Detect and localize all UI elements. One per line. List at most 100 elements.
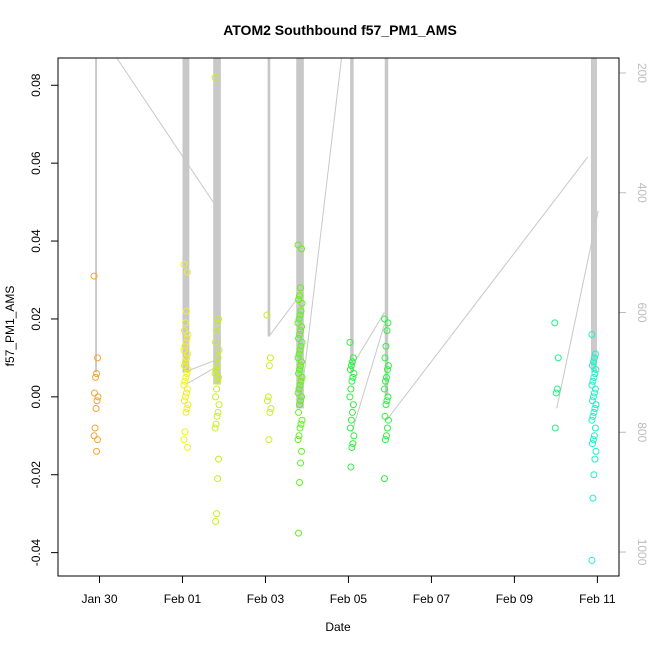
data-point [92,405,100,413]
data-point [296,331,304,339]
data-point [588,416,596,424]
data-point [182,354,190,362]
data-point [295,432,303,440]
data-point [592,401,600,409]
altitude-track-segment [268,300,297,337]
x-tick-label: Jan 30 [81,592,117,606]
data-point [180,362,188,370]
data-point [215,455,223,463]
data-point [266,408,274,416]
data-point [90,272,98,280]
data-point [380,385,388,393]
data-point [382,401,390,409]
data-point [296,292,304,300]
data-point [294,354,302,362]
data-point [589,412,597,420]
data-point [591,369,599,377]
data-point [383,397,391,405]
data-point [94,436,102,444]
data-point [590,471,598,479]
data-point [294,241,302,249]
data-point [350,432,358,440]
data-point [295,295,303,303]
data-point [384,393,392,401]
data-point [592,366,600,374]
data-point [591,385,599,393]
data-point [180,260,188,268]
data-point [554,354,562,362]
data-point [182,338,190,346]
data-point [297,377,305,385]
data-points [90,73,600,564]
data-point [212,393,220,401]
data-point [181,342,189,350]
y-tick-label: -0.04 [29,539,43,567]
data-point [296,366,304,374]
data-point [183,405,191,413]
data-point [347,416,355,424]
data-point [180,327,188,335]
data-point [266,354,274,362]
data-point [298,393,306,401]
data-point [590,373,598,381]
data-point [297,459,305,467]
data-point [349,440,357,448]
data-point [265,436,273,444]
x-tick-label: Feb 03 [247,592,285,606]
altitude-track-segment [185,365,218,385]
y-tick-label: 0.08 [29,73,43,97]
data-point [297,397,305,405]
data-point [590,389,598,397]
data-point [589,358,597,366]
data-point [182,307,190,315]
data-point [298,416,306,424]
data-point [383,424,391,432]
data-point [349,401,357,409]
data-point [215,346,223,354]
data-point [380,475,388,483]
data-point [181,428,189,436]
data-point [298,373,306,381]
data-point [382,342,390,350]
data-point [295,385,303,393]
data-point [181,377,189,385]
plot-frame [57,57,620,577]
data-point [348,443,356,451]
data-point [91,424,99,432]
data-point [384,319,392,327]
data-point [182,373,190,381]
data-point [93,397,101,405]
data-point [180,436,188,444]
data-point [92,373,100,381]
data-point [588,362,596,370]
data-point [213,327,221,335]
data-point [297,420,305,428]
data-point [381,412,389,420]
y-tick-label: 0.02 [29,307,43,331]
data-point [265,362,273,370]
data-point [183,369,191,377]
altitude-track-segment [351,312,385,367]
data-point [180,346,188,354]
data-point [93,447,101,455]
x-tick-label: Feb 09 [496,592,534,606]
data-point [298,323,306,331]
y-axis-label: f57_PM1_AMS [3,286,17,367]
data-point [551,319,559,327]
data-point [590,432,598,440]
data-point [181,393,189,401]
data-point [349,373,357,381]
data-point [294,319,302,327]
data-point [380,315,388,323]
data-point [214,408,222,416]
data-point [295,369,303,377]
data-point [94,393,102,401]
data-point [347,385,355,393]
data-point [180,397,188,405]
data-point [183,443,191,451]
data-point [589,393,597,401]
data-point [348,408,356,416]
data-point [384,362,392,370]
data-point [211,73,219,81]
altitude-track-segment [299,57,343,409]
